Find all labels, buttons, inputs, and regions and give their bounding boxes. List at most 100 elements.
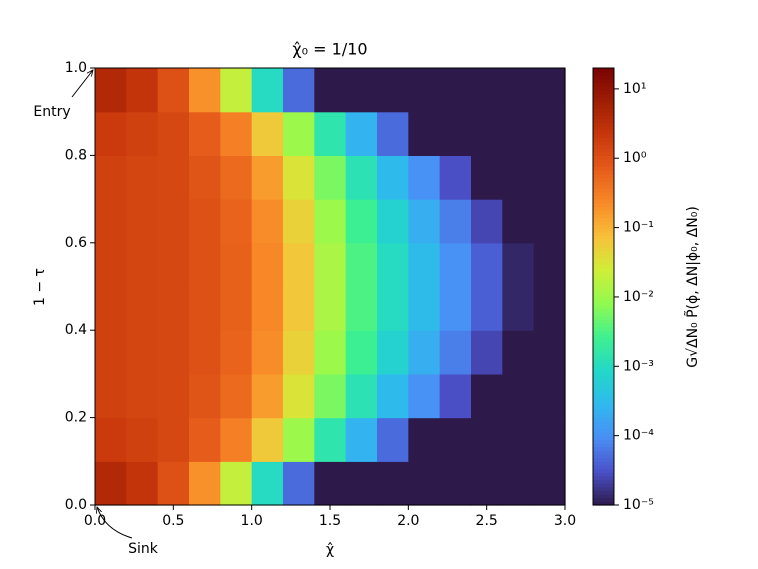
y-axis-label: 1 − τ [32, 268, 48, 306]
heat-cell [345, 68, 378, 113]
colorbar-swatch [593, 191, 614, 197]
colorbar-swatch [593, 388, 614, 393]
heat-cell [220, 330, 253, 375]
heat-cell [251, 417, 284, 462]
colorbar-swatch [593, 173, 614, 178]
heat-cell [95, 330, 127, 375]
colorbar-swatch [593, 457, 614, 462]
heat-cell [157, 199, 190, 244]
colorbar-swatch [593, 483, 614, 488]
heat-cell [502, 199, 535, 244]
heat-cell [377, 199, 409, 244]
heat-cell [345, 111, 378, 156]
heat-cell [439, 461, 472, 506]
heat-cell [314, 111, 347, 156]
colorbar-swatch [593, 501, 614, 506]
heat-cell [377, 417, 409, 462]
heat-cell [533, 199, 566, 244]
heat-cell [251, 155, 284, 200]
colorbar-swatch [593, 406, 614, 411]
colorbar-swatch [593, 370, 614, 375]
heat-cell [95, 373, 127, 419]
heat-cell [439, 111, 472, 156]
heat-cell [220, 111, 253, 156]
colorbar-swatch [593, 217, 614, 222]
heat-cell [502, 461, 535, 506]
heat-cell [126, 417, 159, 462]
heat-cell [220, 242, 253, 288]
heat-cell [157, 286, 190, 331]
heat-cell [126, 242, 159, 288]
colorbar-swatch [593, 220, 614, 226]
y-tick-label: 1.0 [65, 60, 87, 76]
y-tick-label: 0.0 [65, 497, 87, 513]
colorbar [593, 68, 614, 506]
y-tick-label: 0.4 [65, 322, 87, 338]
heat-cell [251, 242, 284, 288]
colorbar-swatch [593, 468, 614, 473]
colorbar-swatch [593, 432, 614, 437]
colorbar-swatch [593, 315, 614, 320]
heat-cell [471, 417, 503, 462]
heat-cell [251, 373, 284, 419]
colorbar-swatch [593, 326, 614, 331]
heat-cell [251, 286, 284, 331]
heat-cell [471, 373, 503, 419]
colorbar-swatch [593, 108, 614, 113]
heat-cell [283, 461, 315, 506]
colorbar-swatch [593, 271, 614, 277]
heat-cell [502, 111, 535, 156]
heat-cell [95, 155, 127, 200]
colorbar-swatch [593, 282, 614, 288]
colorbar-label: G√ΔN₀ P̃(ϕ, ΔN|ϕ₀, ΔN₀) [684, 206, 701, 368]
colorbar-swatch [593, 86, 614, 91]
heat-cell [220, 68, 253, 113]
colorbar-swatch [593, 71, 614, 76]
colorbar-tick-label: 10⁻² [623, 289, 654, 305]
colorbar-swatch [593, 195, 614, 200]
colorbar-swatch [593, 417, 614, 422]
colorbar-swatch [593, 352, 614, 357]
colorbar-tick-label: 10⁻⁴ [623, 428, 654, 444]
annotation: Sink [128, 541, 159, 557]
colorbar-swatch [593, 286, 614, 291]
heat-cell [189, 330, 221, 375]
colorbar-swatch [593, 403, 614, 408]
colorbar-swatch [593, 421, 614, 426]
heat-cell [408, 330, 441, 375]
colorbar-swatch [593, 479, 614, 484]
colorbar-swatch [593, 122, 614, 127]
colorbar-swatch [593, 413, 614, 419]
colorbar-swatch [593, 82, 614, 87]
colorbar-swatch [593, 435, 614, 441]
heat-cell [126, 68, 159, 113]
colorbar-swatch [593, 228, 614, 233]
colorbar-frame [592, 67, 615, 506]
colorbar-swatch [593, 100, 614, 106]
heat-cell [283, 155, 315, 200]
heat-cell [126, 199, 159, 244]
heat-cell [408, 111, 441, 156]
colorbar-swatch [593, 486, 614, 492]
heat-cell [377, 68, 409, 113]
heat-cell [283, 286, 315, 331]
heat-cell [126, 155, 159, 200]
colorbar-swatch [593, 111, 614, 116]
colorbar-swatch [593, 290, 614, 295]
x-tick-label: 0.5 [162, 513, 184, 529]
heat-cell [189, 373, 221, 419]
colorbar-swatch [593, 268, 614, 273]
heat-cell [189, 68, 221, 113]
colorbar-swatch [593, 377, 614, 382]
heat-cell [283, 373, 315, 419]
heat-cell [189, 286, 221, 331]
heat-cell [189, 199, 221, 244]
heat-cell [314, 155, 347, 200]
heat-cell [126, 461, 159, 506]
heat-cell [314, 461, 347, 506]
heat-cell [377, 330, 409, 375]
annotation: Entry [33, 104, 70, 120]
colorbar-swatch [593, 330, 614, 335]
heat-cell [533, 461, 566, 506]
colorbar-swatch [593, 213, 614, 218]
